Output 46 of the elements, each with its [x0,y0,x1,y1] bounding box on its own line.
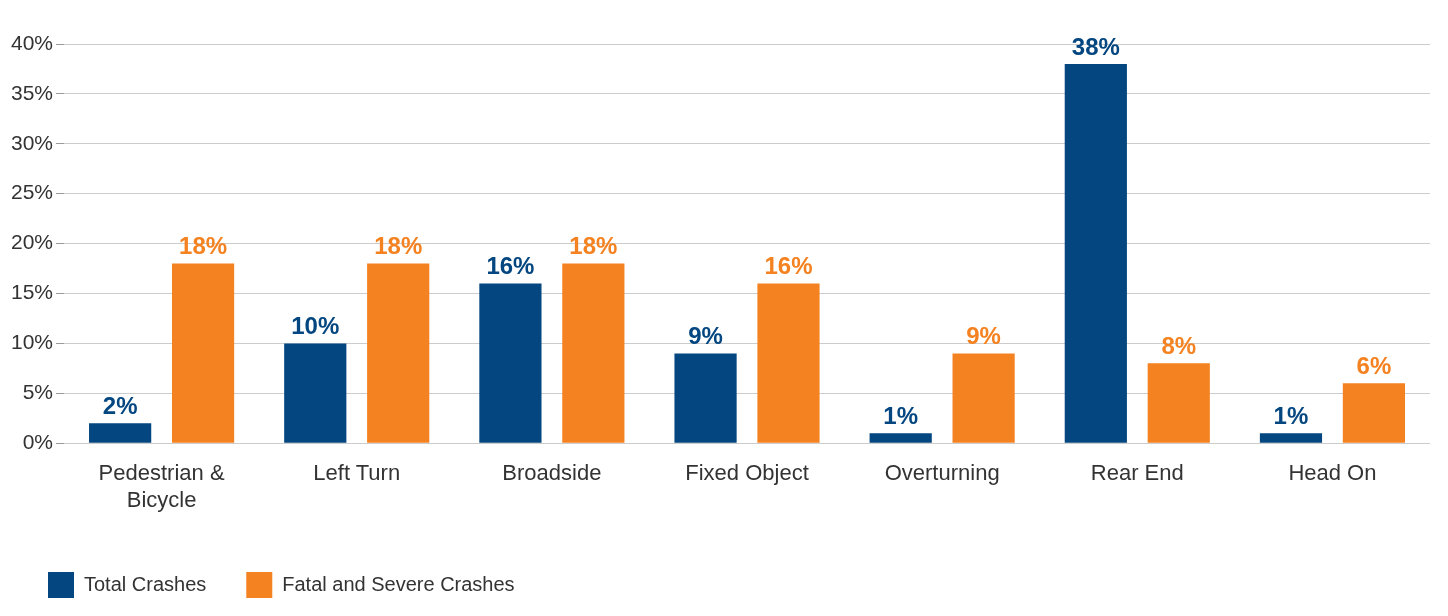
bar [562,263,625,443]
data-label: 18% [374,232,423,260]
data-label: 16% [486,252,535,280]
y-tick-label: 10% [11,330,54,354]
bar [1064,63,1127,443]
data-label: 18% [179,232,228,260]
legend-label: Total Crashes [84,572,207,595]
bar [479,283,542,443]
data-label: 2% [102,391,138,419]
x-tick-label: Overturning [884,460,1000,486]
data-label: 1% [883,401,919,429]
data-label: 1% [1273,401,1309,429]
x-tick-label: Left Turn [313,460,401,486]
legend-label: Fatal and Severe Crashes [282,572,515,595]
y-tick-label: 35% [11,80,54,104]
bar [757,283,820,443]
x-tick-label: Rear End [1090,460,1184,486]
y-tick-label: 30% [11,130,54,154]
bar [869,433,932,443]
data-label: 38% [1071,32,1120,60]
data-label: 8% [1161,331,1197,359]
y-tick-label: 5% [22,380,54,404]
y-tick-label: 0% [22,430,54,453]
bar [89,423,152,443]
bar [1259,433,1323,443]
data-label: 18% [569,232,618,260]
bar [1342,383,1405,443]
x-tick-label: Head On [1288,460,1377,486]
y-tick-label: 25% [11,180,54,204]
data-label: 6% [1356,351,1392,379]
data-label: 9% [688,322,723,350]
y-tick-label: 20% [11,230,54,254]
bar [367,263,430,443]
bar [674,353,737,443]
bar [952,353,1015,443]
y-tick-label: 15% [11,280,54,304]
bar [1147,363,1210,443]
bar [284,343,347,443]
data-label: 16% [764,252,813,280]
data-label: 10% [291,312,340,340]
y-tick-label: 40% [11,30,54,54]
x-tick-label: Fixed Object [685,460,809,486]
bar [171,263,235,443]
data-label: 9% [966,322,1001,350]
x-tick-label: Broadside [502,460,602,486]
x-tick-label: Pedestrian & Bicycle [98,460,225,512]
